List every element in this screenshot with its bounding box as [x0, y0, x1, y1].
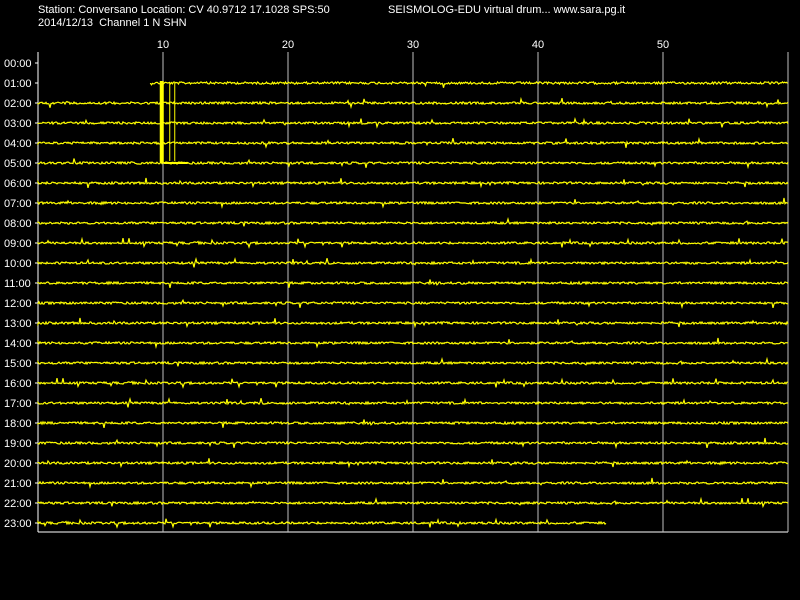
row-label: 08:00 [4, 218, 32, 230]
row-label: 13:00 [4, 318, 32, 330]
station-info: Station: Conversano Location: CV 40.9712… [38, 4, 330, 16]
row-label: 14:00 [4, 338, 32, 350]
seismic-trace [37, 337, 789, 349]
row-label: 23:00 [4, 518, 32, 530]
seismic-trace [37, 317, 789, 329]
x-tick-label: 20 [282, 39, 294, 51]
row-label: 07:00 [4, 198, 32, 210]
seismic-trace [37, 236, 789, 249]
seismic-trace [37, 256, 789, 268]
row-label: 09:00 [4, 238, 32, 250]
row-label: 18:00 [4, 418, 32, 430]
row-label: 11:00 [4, 278, 31, 290]
row-label: 16:00 [4, 378, 32, 390]
row-label: 06:00 [4, 178, 32, 190]
seismic-trace [149, 80, 788, 88]
row-label: 05:00 [4, 158, 32, 170]
row-label: 02:00 [4, 98, 32, 110]
seismic-trace [37, 377, 789, 389]
row-label: 19:00 [4, 438, 32, 450]
seismic-trace [37, 356, 789, 367]
seismic-trace [37, 396, 789, 408]
row-label: 17:00 [4, 398, 32, 410]
row-label: 04:00 [4, 138, 32, 150]
seismic-trace [37, 419, 789, 429]
event-coda [163, 162, 188, 164]
row-label: 03:00 [4, 118, 32, 130]
seismic-trace [37, 437, 789, 450]
seismic-trace [37, 517, 607, 529]
row-label: 22:00 [4, 498, 32, 510]
seismic-trace [37, 216, 789, 227]
event-spike [159, 81, 164, 163]
row-label: 21:00 [4, 478, 32, 490]
row-label: 01:00 [4, 78, 32, 90]
seismic-trace [37, 298, 789, 310]
seismic-trace [37, 458, 789, 469]
date-channel-info: 2014/12/13 Channel 1 N SHN [38, 17, 187, 29]
row-label: 10:00 [4, 258, 32, 270]
row-label: 12:00 [4, 298, 32, 310]
seismic-trace [37, 496, 789, 509]
row-label: 15:00 [4, 358, 32, 370]
seismic-trace [37, 158, 789, 170]
x-tick-label: 10 [157, 39, 169, 51]
brand-info: SEISMOLOG-EDU virtual drum... www.sara.p… [388, 4, 626, 16]
x-tick-label: 30 [407, 39, 419, 51]
x-tick-label: 40 [532, 39, 544, 51]
seismic-trace [37, 279, 789, 289]
seismic-trace [37, 177, 789, 189]
seismic-trace [37, 477, 789, 489]
row-label: 00:00 [4, 58, 32, 70]
x-tick-label: 50 [657, 39, 669, 51]
row-label: 20:00 [4, 458, 32, 470]
seismic-trace [37, 197, 789, 209]
